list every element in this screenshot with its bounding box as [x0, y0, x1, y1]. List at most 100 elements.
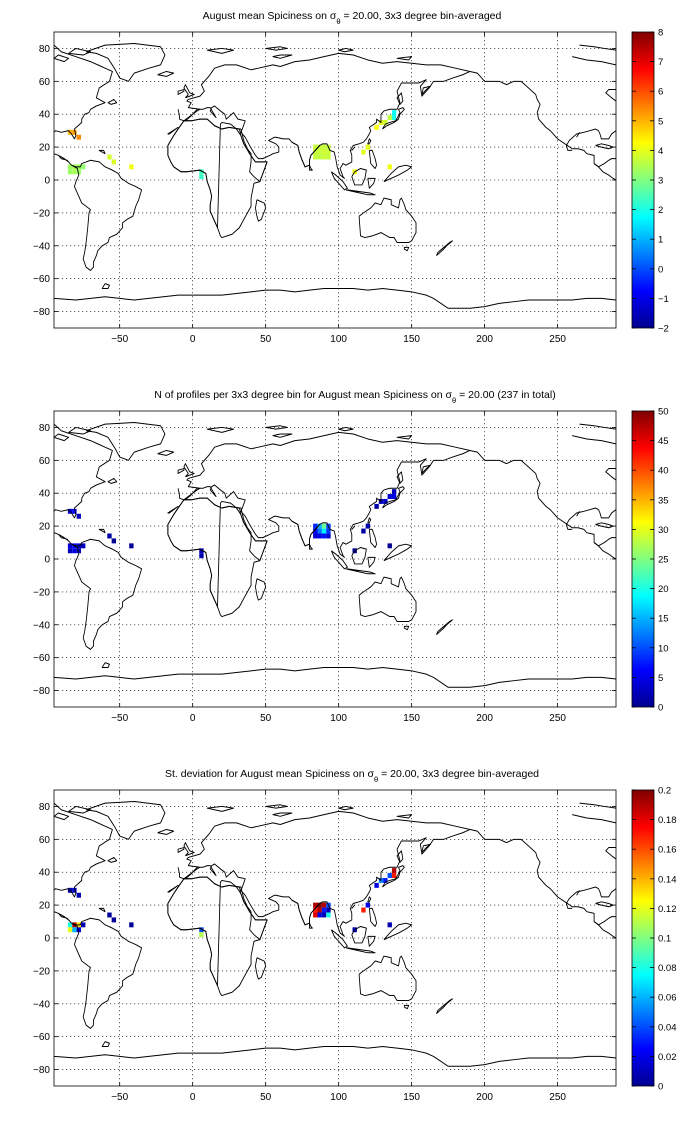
data-cell [387, 115, 392, 120]
colorbar-tick-label: 4 [658, 146, 663, 157]
data-cell [67, 169, 73, 175]
data-cell [67, 164, 73, 170]
data-cell [72, 548, 77, 554]
colorbar-tick-label: −1 [658, 294, 669, 305]
colorbar-tick-label: 5 [658, 116, 663, 127]
data-cell [361, 907, 366, 913]
data-cell [313, 912, 318, 918]
data-cell [107, 912, 112, 918]
x-tick-label: 50 [260, 1092, 272, 1103]
colorbar-tick-label: 0.08 [658, 963, 677, 974]
data-cell [365, 523, 371, 529]
colorbar-tick-label: 0 [658, 703, 663, 714]
data-cell [317, 907, 322, 913]
y-tick-label: 20 [39, 901, 51, 912]
colorbar-tick-label: 35 [658, 495, 669, 506]
data-cell [374, 503, 379, 509]
data-cell [76, 548, 82, 554]
y-tick-label: −60 [33, 1032, 50, 1043]
grid-lines [54, 790, 616, 1086]
data-cell [72, 887, 77, 893]
chart-title: N of profiles per 3x3 degree bin for Aug… [154, 389, 555, 405]
data-cell [374, 882, 379, 888]
data-cell [321, 523, 327, 529]
data-cell [199, 174, 204, 180]
data-cell [361, 149, 366, 155]
y-tick-label: −40 [33, 241, 50, 252]
data-cell [365, 144, 371, 150]
data-cell [321, 144, 327, 150]
colorbar-tick-label: 45 [658, 436, 669, 447]
data-cell [387, 543, 392, 549]
std-deviation-map-panel: St. deviation for August mean Spiciness … [33, 768, 676, 1103]
data-cell [374, 124, 379, 130]
title-theta: θ [336, 17, 340, 26]
data-cell [129, 922, 134, 928]
y-tick-label: −80 [33, 307, 50, 318]
data-cell [391, 110, 397, 116]
data-cell [387, 494, 392, 499]
data-cell [317, 144, 322, 150]
colorbar-ticks: 0 0.02 0.04 0.06 0.08 0.1 0.12 0.14 0.16 0.18 0.2 [632, 786, 677, 1093]
data-cell [326, 149, 331, 155]
title-text: St. deviation for August mean Spiciness … [165, 768, 368, 780]
x-tick-label: 50 [260, 713, 272, 724]
y-tick-label: −20 [33, 966, 50, 977]
y-tick-label: 40 [39, 110, 51, 121]
title-text: = 20.00, 3x3 degree bin-averaged [341, 10, 502, 22]
data-cell [326, 912, 331, 918]
data-cell [313, 144, 318, 150]
colorbar-tick-label: 8 [658, 28, 663, 39]
data-cell [111, 159, 117, 165]
data-cell [313, 902, 318, 908]
axis-ticks: −50 0 50 100 150 200 250 −80 −60 −40 −20 0 20 40 60 80 [33, 411, 616, 724]
data-cell [199, 932, 204, 938]
colorbar-tick-label: 0.1 [658, 934, 671, 945]
colorbar-tick-label: 0.02 [658, 1052, 677, 1063]
data-cells [67, 489, 397, 559]
data-cell [129, 164, 134, 170]
data-cell [72, 169, 77, 175]
x-tick-label: 0 [190, 1092, 196, 1103]
y-tick-label: −80 [33, 686, 50, 697]
title-text: August mean Spiciness on [203, 10, 330, 22]
chart-title: St. deviation for August mean Spiciness … [165, 768, 539, 784]
data-cell [313, 523, 318, 529]
colorbar-tick-label: 0.18 [658, 815, 677, 826]
colorbar-ticks: 0 5 10 15 20 25 30 35 40 45 50 [632, 407, 669, 714]
data-cell [81, 164, 86, 170]
y-tick-label: −40 [33, 620, 50, 631]
data-cell [391, 115, 397, 120]
colorbar-tick-label: 0.06 [658, 993, 677, 1004]
colorbar-ticks: −2 −1 0 1 2 3 4 5 6 7 8 [632, 28, 669, 335]
x-tick-label: 150 [403, 334, 420, 345]
data-cell [326, 154, 331, 160]
y-tick-label: −20 [33, 208, 50, 219]
colorbar-tick-label: 6 [658, 87, 663, 98]
x-tick-label: 100 [330, 334, 347, 345]
data-cell [111, 917, 117, 923]
colorbar-tick-label: 40 [658, 466, 669, 477]
data-cell [199, 548, 204, 554]
y-tick-label: 0 [44, 934, 50, 945]
data-cell [107, 533, 112, 539]
y-tick-label: 40 [39, 489, 51, 500]
y-tick-label: 80 [39, 802, 51, 813]
x-tick-label: −50 [111, 1092, 128, 1103]
data-cell [321, 528, 327, 534]
grid-lines [54, 411, 616, 707]
data-cell [76, 513, 82, 519]
y-tick-label: −60 [33, 653, 50, 664]
data-cell [321, 902, 327, 908]
data-cell [317, 912, 322, 918]
data-cell [199, 553, 204, 559]
data-cell [317, 902, 322, 908]
y-tick-label: 60 [39, 456, 51, 467]
x-tick-label: 250 [549, 334, 566, 345]
x-tick-label: 250 [549, 713, 566, 724]
x-tick-label: 100 [330, 713, 347, 724]
axis-ticks: −50 0 50 100 150 200 250 −80 −60 −40 −20 0 20 40 60 80 [33, 790, 616, 1103]
colorbar-tick-label: 0.12 [658, 904, 677, 915]
data-cell [72, 927, 77, 933]
colorbar-tick-label: 1 [658, 235, 663, 246]
